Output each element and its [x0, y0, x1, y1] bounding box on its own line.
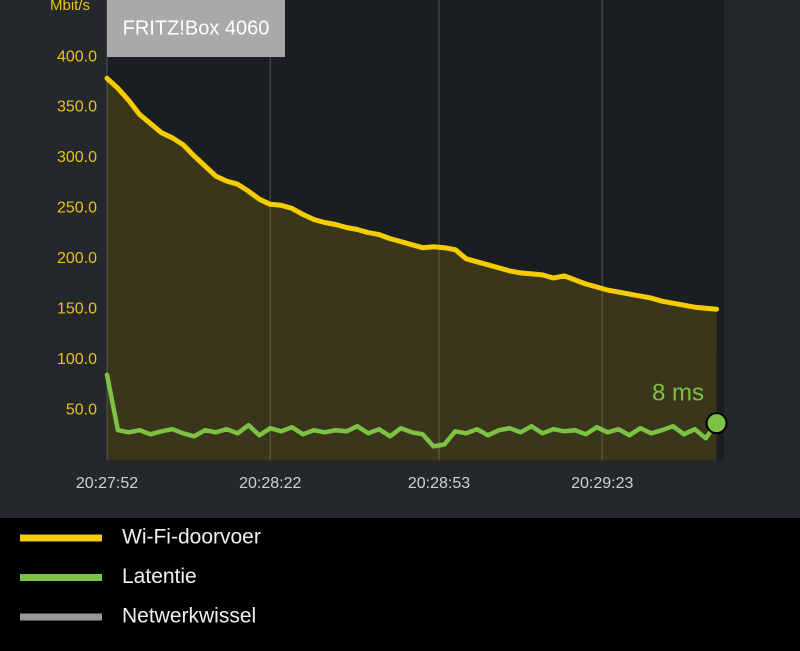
title-box — [107, 0, 285, 57]
x-tick-label: 20:28:53 — [408, 475, 470, 492]
legend-background — [0, 518, 800, 651]
y-tick-label: 50.0 — [66, 401, 97, 418]
annotation: 8 ms — [652, 379, 704, 406]
legend-label: Netwerkwissel — [122, 605, 256, 628]
plot — [104, 75, 728, 461]
y-tick-label: 100.0 — [57, 351, 97, 368]
axes: 50.0 100.0 150.0 200.0 250.0 300.0 350.0 400.0 2… — [57, 48, 634, 492]
line — [104, 75, 720, 312]
legend-label: Wi-Fi-doorvoer — [122, 526, 261, 549]
legend: Wi-Fi-doorvoer Latentie Netwerkwissel — [20, 526, 261, 628]
y-tick-label: 150.0 — [57, 300, 97, 317]
area — [107, 78, 717, 461]
end-point — [705, 412, 728, 435]
x-tick-label: 20:28:22 — [239, 475, 301, 492]
y-tick-label: 300.0 — [57, 149, 97, 166]
chart-title: FRITZ!Box 4060 — [123, 17, 270, 39]
y-tick-label: 350.0 — [57, 99, 97, 116]
x-tick-label: 20:27:52 — [76, 475, 138, 492]
y-axis-label: Mbit/s — [50, 0, 90, 14]
y-tick-label: 200.0 — [57, 250, 97, 267]
y-tick-label: 250.0 — [57, 200, 97, 217]
plot-area — [107, 0, 724, 461]
line — [104, 372, 719, 449]
x-tick-label: 20:29:23 — [571, 475, 633, 492]
y-tick-label: 400.0 — [57, 48, 97, 65]
legend-label: Latentie — [122, 565, 197, 588]
